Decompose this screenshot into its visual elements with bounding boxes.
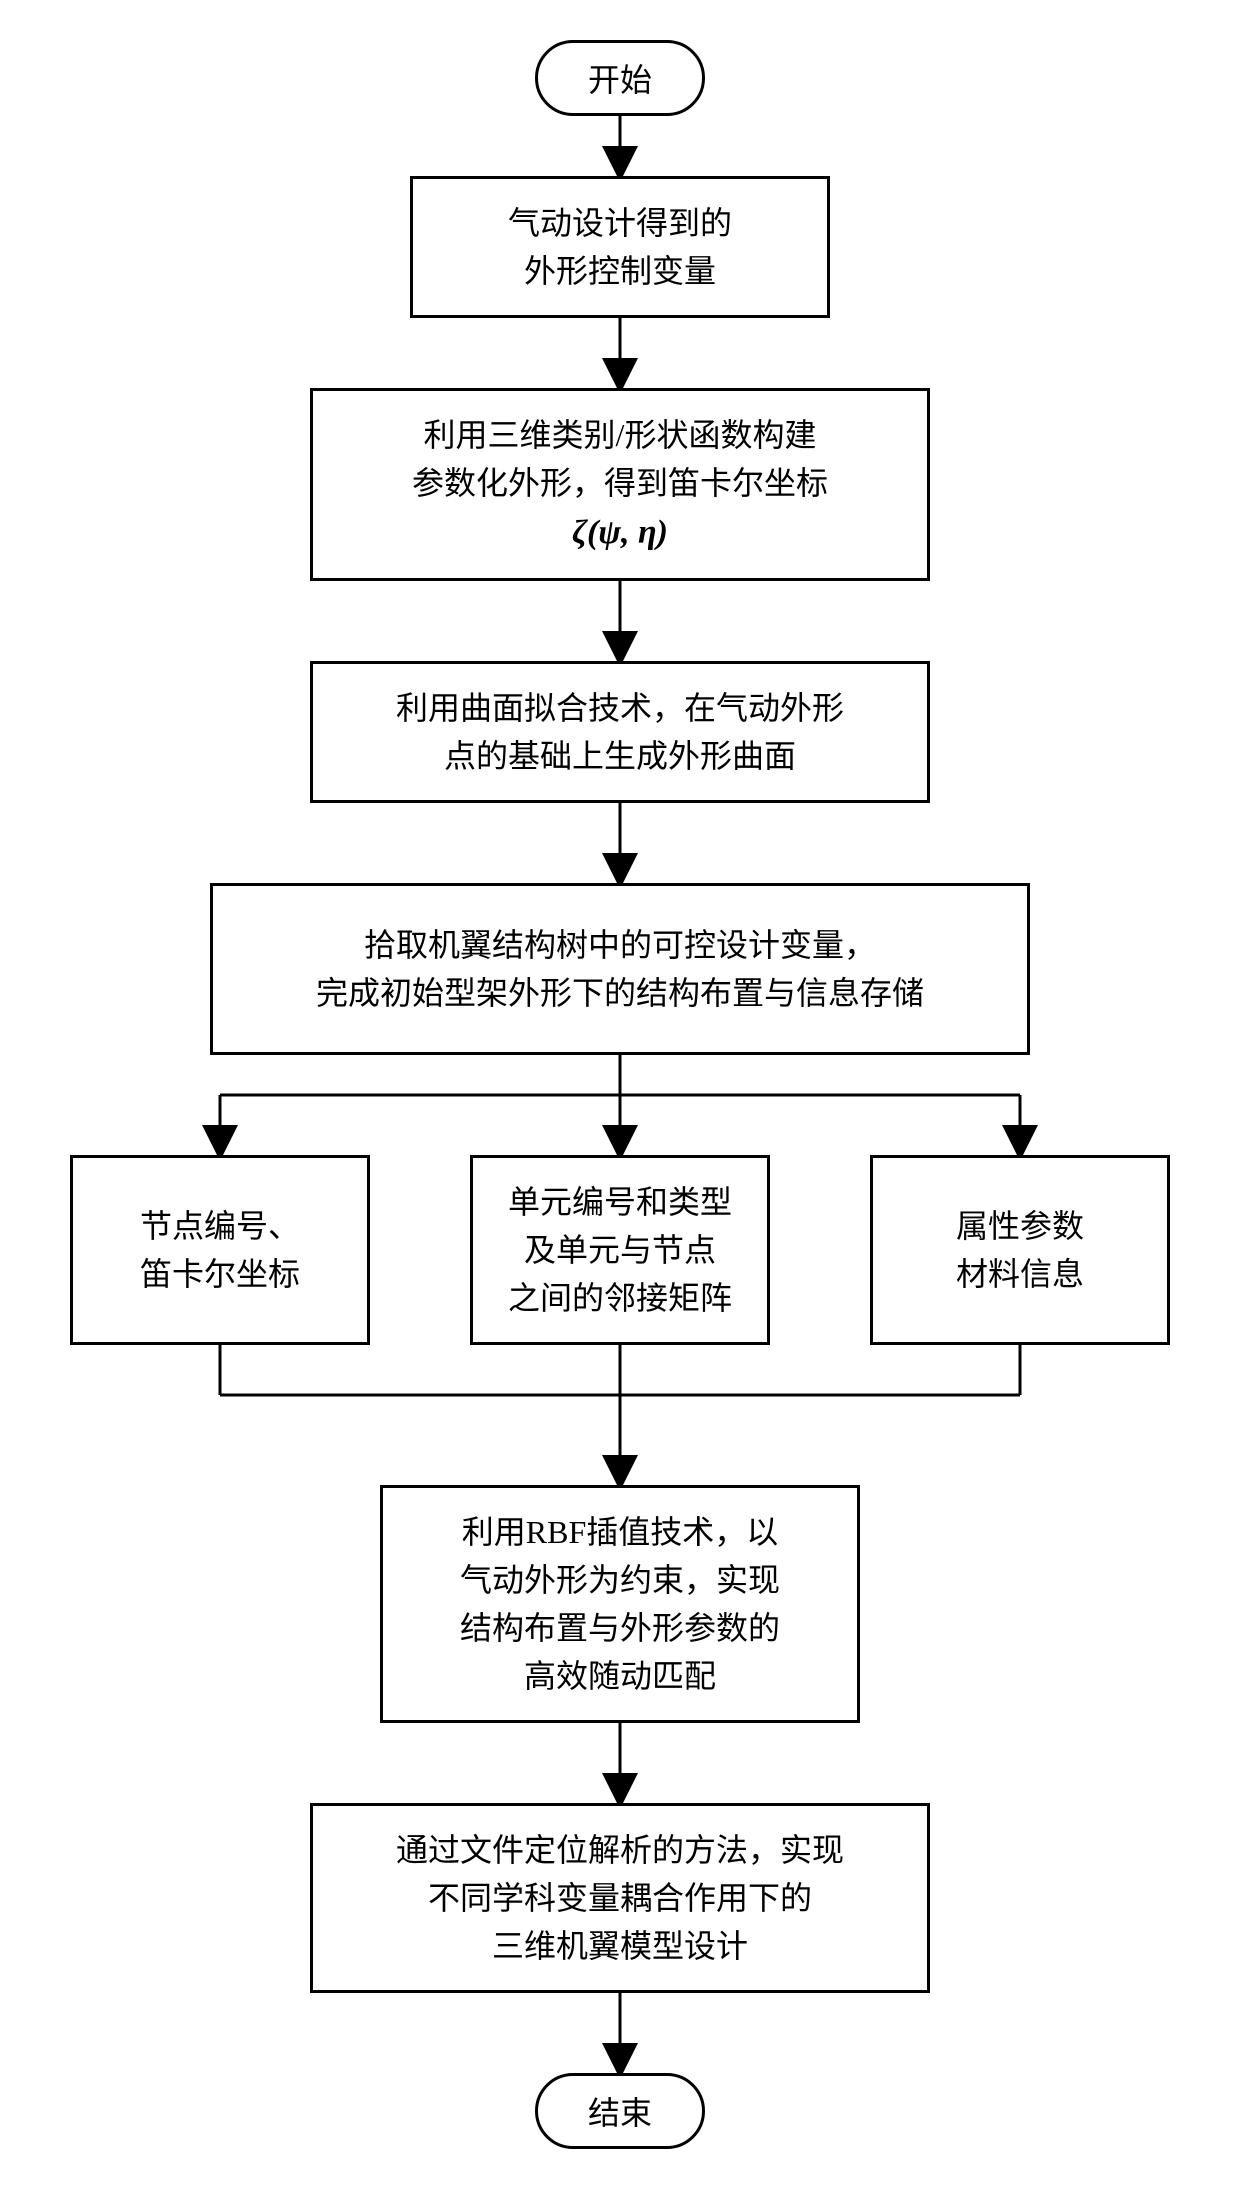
end-terminal: 结束 [535, 2073, 705, 2149]
step4-line1: 拾取机翼结构树中的可控设计变量， [364, 927, 876, 963]
start-label: 开始 [588, 62, 652, 98]
arrow-down-icon [600, 318, 640, 388]
arrow-down-icon [600, 1723, 640, 1803]
branch-right-line2: 材料信息 [956, 1256, 1084, 1292]
arrow-down-icon [600, 581, 640, 661]
step3-line1: 利用曲面拟合技术，在气动外形 [396, 690, 844, 726]
arrow-down-icon [600, 1993, 640, 2073]
step7-box: 通过文件定位解析的方法，实现 不同学科变量耦合作用下的 三维机翼模型设计 [310, 1803, 930, 1993]
flowchart-root: 开始 气动设计得到的 外形控制变量 利用三维类别/形状函数构建 参数化外形，得到… [20, 40, 1220, 2149]
branch-left-line2: 笛卡尔坐标 [140, 1256, 300, 1292]
step3-line2: 点的基础上生成外形曲面 [444, 738, 796, 774]
step2-line1: 利用三维类别/形状函数构建 [424, 417, 817, 453]
step1-line2: 外形控制变量 [524, 253, 716, 289]
branch-mid-line2: 及单元与节点 [524, 1232, 716, 1268]
end-label: 结束 [588, 2095, 652, 2131]
step6-line4: 高效随动匹配 [524, 1658, 716, 1694]
step4-line2: 完成初始型架外形下的结构布置与信息存储 [316, 975, 924, 1011]
arrow-down-icon [600, 803, 640, 883]
branch-right-line1: 属性参数 [956, 1208, 1084, 1244]
merge-connector-icon [70, 1345, 1170, 1485]
step2-line2: 参数化外形，得到笛卡尔坐标 [412, 465, 828, 501]
branch-left-box: 节点编号、 笛卡尔坐标 [70, 1155, 370, 1345]
branch-mid-line1: 单元编号和类型 [508, 1184, 732, 1220]
branch-row: 节点编号、 笛卡尔坐标 单元编号和类型 及单元与节点 之间的邻接矩阵 属性参数 … [70, 1155, 1170, 1345]
step6-line1: 利用RBF插值技术，以 [462, 1514, 779, 1550]
step2-formula: ζ(ψ, η) [572, 514, 668, 551]
step7-line3: 三维机翼模型设计 [492, 1928, 748, 1964]
step1-line1: 气动设计得到的 [508, 205, 732, 241]
step1-box: 气动设计得到的 外形控制变量 [410, 176, 830, 318]
step2-box: 利用三维类别/形状函数构建 参数化外形，得到笛卡尔坐标 ζ(ψ, η) [310, 388, 930, 581]
step6-line2: 气动外形为约束，实现 [460, 1562, 780, 1598]
arrow-down-icon [600, 116, 640, 176]
step6-line3: 结构布置与外形参数的 [460, 1610, 780, 1646]
branch-right-box: 属性参数 材料信息 [870, 1155, 1170, 1345]
split-connector-icon [70, 1055, 1170, 1155]
branch-mid-line3: 之间的邻接矩阵 [508, 1280, 732, 1316]
start-terminal: 开始 [535, 40, 705, 116]
step7-line2: 不同学科变量耦合作用下的 [428, 1880, 812, 1916]
branch-mid-box: 单元编号和类型 及单元与节点 之间的邻接矩阵 [470, 1155, 770, 1345]
step3-box: 利用曲面拟合技术，在气动外形 点的基础上生成外形曲面 [310, 661, 930, 803]
step7-line1: 通过文件定位解析的方法，实现 [396, 1832, 844, 1868]
step6-box: 利用RBF插值技术，以 气动外形为约束，实现 结构布置与外形参数的 高效随动匹配 [380, 1485, 860, 1723]
branch-left-line1: 节点编号、 [140, 1208, 300, 1244]
step4-box: 拾取机翼结构树中的可控设计变量， 完成初始型架外形下的结构布置与信息存储 [210, 883, 1030, 1055]
